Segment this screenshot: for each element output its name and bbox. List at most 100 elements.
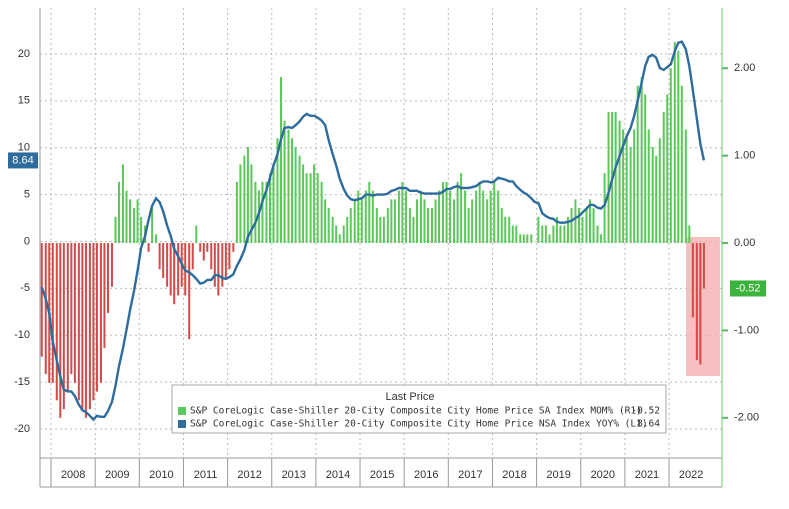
- bar: [497, 190, 500, 244]
- bar: [640, 77, 643, 244]
- y2-tick-label: 0.00: [734, 237, 755, 249]
- bar: [232, 243, 235, 252]
- bar: [489, 190, 492, 244]
- legend-title: Last Price: [386, 391, 435, 403]
- bar: [202, 243, 205, 261]
- bar: [482, 190, 485, 244]
- bar: [84, 243, 87, 418]
- bar: [265, 181, 268, 244]
- bar: [419, 190, 422, 244]
- bar: [699, 243, 702, 365]
- bar: [375, 208, 378, 244]
- bar: [504, 216, 507, 244]
- x-tick-label: 2012: [237, 469, 261, 481]
- bar: [478, 181, 481, 244]
- bar: [302, 164, 305, 244]
- bar: [235, 181, 238, 244]
- bar: [224, 243, 227, 278]
- bar: [70, 243, 73, 375]
- bar: [537, 216, 540, 244]
- bar: [213, 243, 216, 287]
- bar: [158, 243, 161, 270]
- bar: [625, 138, 628, 244]
- y-tick-label: 15: [18, 95, 30, 107]
- y2-tick-label: 1.00: [734, 150, 755, 162]
- bar: [188, 243, 191, 340]
- x-tick-label: 2014: [326, 469, 350, 481]
- bar: [669, 68, 672, 244]
- bar: [55, 243, 58, 401]
- bar: [77, 243, 80, 401]
- bar: [276, 138, 279, 244]
- x-tick-label: 2019: [546, 469, 570, 481]
- bar: [589, 199, 592, 244]
- bar: [644, 94, 647, 244]
- bar: [283, 120, 286, 244]
- bar: [592, 208, 595, 244]
- bar: [62, 243, 65, 410]
- bar: [633, 129, 636, 244]
- y2-tick-label: -1.00: [734, 324, 759, 336]
- bar: [596, 225, 599, 244]
- bar: [519, 234, 522, 244]
- bar: [195, 225, 198, 244]
- bar: [618, 120, 621, 244]
- y-tick-label: -10: [14, 329, 30, 341]
- bar: [51, 243, 54, 383]
- bar: [449, 190, 452, 244]
- bar: [655, 155, 658, 244]
- bar: [309, 173, 312, 244]
- bar: [622, 129, 625, 244]
- bar: [59, 243, 62, 418]
- x-tick-label: 2011: [194, 469, 218, 481]
- bar: [684, 129, 687, 244]
- x-tick-label: 2020: [591, 469, 615, 481]
- bar: [666, 94, 669, 244]
- bar: [243, 155, 246, 244]
- bar: [92, 243, 95, 401]
- x-tick-label: 2009: [105, 469, 129, 481]
- bar: [522, 234, 525, 244]
- bar: [486, 199, 489, 244]
- bar: [40, 243, 43, 357]
- bar: [404, 190, 407, 244]
- x-tick-label: 2021: [635, 469, 659, 481]
- last-value-label: 8.64: [12, 154, 33, 166]
- bar: [272, 164, 275, 244]
- bar: [691, 243, 694, 318]
- bar: [228, 243, 231, 270]
- bar: [552, 225, 555, 244]
- y-tick-label: -5: [20, 282, 30, 294]
- bar: [702, 243, 705, 289]
- bar: [559, 225, 562, 244]
- bar: [103, 243, 106, 348]
- bar: [382, 216, 385, 244]
- bar: [166, 243, 169, 287]
- bar: [169, 243, 172, 296]
- bar: [73, 243, 76, 383]
- bar: [548, 234, 551, 244]
- bar: [464, 190, 467, 244]
- bar: [327, 208, 330, 244]
- bar: [199, 243, 202, 252]
- y-tick-label: 20: [18, 48, 30, 60]
- bar: [415, 199, 418, 244]
- bar: [563, 225, 566, 244]
- bar: [110, 243, 113, 287]
- bar: [456, 181, 459, 244]
- legend-swatch: [178, 420, 186, 428]
- bar: [651, 146, 654, 244]
- last-value-badge: [730, 280, 766, 297]
- bar: [177, 243, 180, 296]
- bar: [460, 173, 463, 244]
- bar: [129, 199, 132, 244]
- bar: [99, 243, 102, 383]
- bar: [475, 190, 478, 244]
- y-tick-label: 5: [24, 188, 30, 200]
- bar: [636, 85, 639, 244]
- bar: [313, 164, 316, 244]
- bar: [629, 146, 632, 244]
- bar: [412, 216, 415, 244]
- bar: [614, 111, 617, 244]
- bar: [305, 173, 308, 244]
